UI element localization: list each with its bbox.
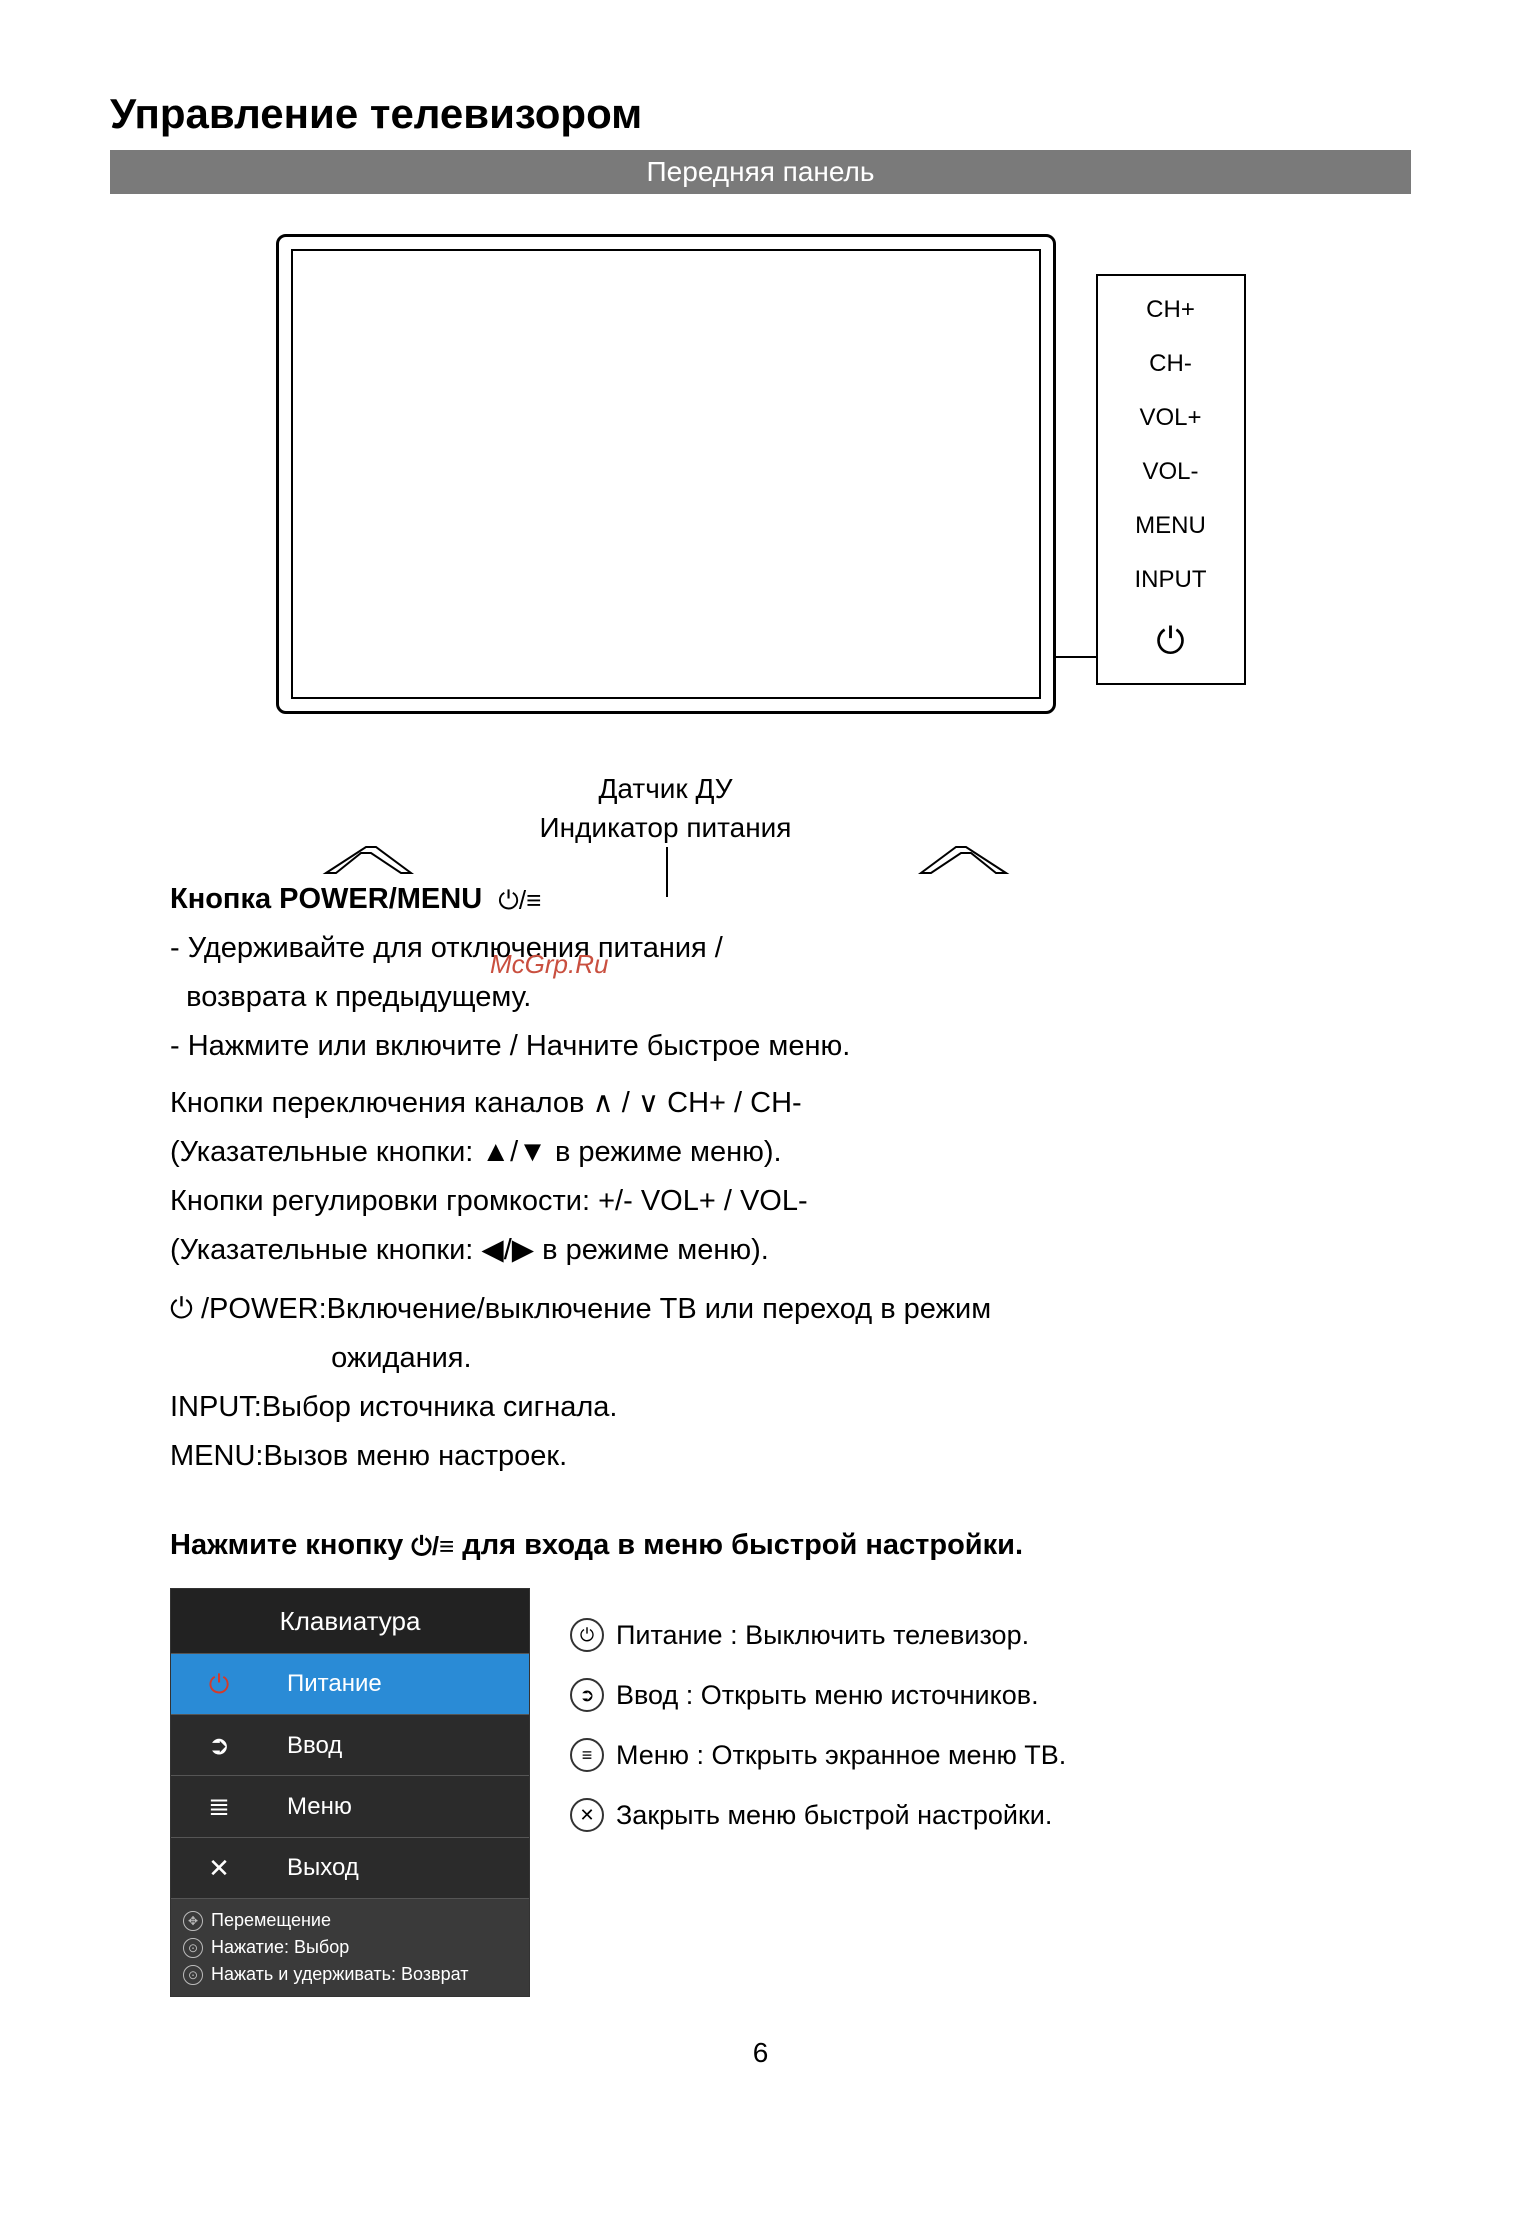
- ch-line-a: Кнопки переключения каналов ∧ / ∨: [170, 1087, 667, 1119]
- menu-icon: ≡: [570, 1738, 604, 1772]
- watermark: McGrp.Ru: [490, 944, 608, 984]
- vol-line-b: VOL+ / VOL-: [641, 1185, 808, 1217]
- input-desc: INPUT:Выбор источника сигнала.: [170, 1385, 1351, 1430]
- quick-menu-descriptions: ⏻ Питание : Выключить телевизор. ➲ Ввод …: [570, 1588, 1351, 1848]
- move-icon: ✥: [183, 1911, 203, 1931]
- side-btn-ch-minus: CH-: [1149, 350, 1192, 378]
- sensor-label-2: Индикатор питания: [276, 808, 1056, 847]
- power-desc-a: ⏻ /POWER:Включение/выключение ТВ или пер…: [170, 1287, 1351, 1332]
- quick-menu-label: Ввод: [277, 1727, 529, 1764]
- tv-side-panel: CH+ CH- VOL+ VOL- MENU INPUT ⏻: [1096, 274, 1246, 685]
- quick-heading-a: Нажмите кнопку: [170, 1529, 411, 1561]
- desc-text: Меню : Открыть экранное меню ТВ.: [616, 1728, 1066, 1782]
- side-btn-vol-minus: VOL-: [1142, 458, 1198, 486]
- quick-menu-header: Клавиатура: [171, 1589, 529, 1653]
- desc-text: Питание : Выключить телевизор.: [616, 1608, 1029, 1662]
- sensor-labels: Датчик ДУ Индикатор питания: [276, 769, 1056, 847]
- power-icon: ⏻: [1156, 620, 1184, 663]
- footer-text: Нажать и удерживать: Возврат: [211, 1961, 468, 1988]
- power-icon: ⏻: [570, 1618, 604, 1652]
- quick-menu-item-power: ⏻ Питание: [171, 1653, 529, 1714]
- tv-stand-right: [916, 845, 1016, 875]
- tv-diagram: Датчик ДУ Индикатор питания CH+ CH- VOL+…: [110, 234, 1411, 847]
- footer-text: Перемещение: [211, 1907, 331, 1934]
- quick-menu-item-exit: ✕ Выход: [171, 1837, 529, 1898]
- tv-screen: [291, 249, 1041, 699]
- quick-menu-row: Клавиатура ⏻ Питание ➲ Ввод ≣ Меню ✕ Вых…: [170, 1588, 1351, 1997]
- hold-icon: ⊙: [183, 1965, 203, 1985]
- ch-line-b: CH+ / CH-: [667, 1087, 802, 1119]
- vol-line-a: Кнопки регулировки громкости: +/-: [170, 1185, 641, 1217]
- press-icon: ⊙: [183, 1938, 203, 1958]
- quick-menu-label: Питание: [277, 1665, 529, 1702]
- power-menu-icon: ⏻/≡: [498, 886, 541, 916]
- power-desc-b: ожидания.: [170, 1336, 1351, 1381]
- input-icon: ➲: [201, 1725, 237, 1765]
- quick-menu-label: Выход: [277, 1849, 529, 1886]
- tv-bezel: [276, 234, 1056, 714]
- page-title: Управление телевизором: [110, 90, 1411, 138]
- quick-menu-footer: ✥ Перемещение ⊙ Нажатие: Выбор ⊙ Нажать и у…: [171, 1898, 529, 1996]
- close-icon: ✕: [201, 1848, 237, 1888]
- desc-text: Ввод : Открыть меню источников.: [616, 1668, 1039, 1722]
- tv-diagram-body: Датчик ДУ Индикатор питания: [276, 234, 1056, 847]
- side-btn-menu: MENU: [1135, 512, 1206, 540]
- page-number: 6: [110, 2037, 1411, 2069]
- footer-text: Нажатие: Выбор: [211, 1934, 349, 1961]
- side-panel-connector-line: [1056, 656, 1098, 658]
- sensor-label-1: Датчик ДУ: [276, 769, 1056, 808]
- side-btn-vol-plus: VOL+: [1139, 404, 1201, 432]
- quick-menu-label: Меню: [277, 1788, 529, 1825]
- power-menu-heading: Кнопка POWER/MENU: [170, 883, 482, 915]
- tv-stand-left: [316, 845, 416, 875]
- side-btn-ch-plus: CH+: [1146, 296, 1195, 324]
- quick-menu-screenshot: Клавиатура ⏻ Питание ➲ Ввод ≣ Меню ✕ Вых…: [170, 1588, 530, 1997]
- quick-heading-icon: ⏻/≡: [411, 1531, 454, 1561]
- close-icon: ✕: [570, 1798, 604, 1832]
- body-text: Кнопка POWER/MENU ⏻/≡ - Удерживайте для …: [170, 877, 1351, 1997]
- desc-text: Закрыть меню быстрой настройки.: [616, 1788, 1052, 1842]
- input-icon: ➲: [570, 1678, 604, 1712]
- vol-hint: (Указательные кнопки: ◀/▶ в режиме меню)…: [170, 1228, 1351, 1273]
- hold-prefix: - Удерживайте: [170, 932, 373, 964]
- quick-menu-item-input: ➲ Ввод: [171, 1714, 529, 1775]
- press-line: - Нажмите или включите / Начните быстрое…: [170, 1024, 1351, 1069]
- sensor-callout-line: [666, 847, 668, 897]
- menu-icon: ≣: [201, 1786, 237, 1826]
- section-bar: Передняя панель: [110, 150, 1411, 194]
- quick-menu-item-menu: ≣ Меню: [171, 1775, 529, 1836]
- power-icon: ⏻: [201, 1664, 237, 1704]
- ch-hint: (Указательные кнопки: ▲/▼ в режиме меню)…: [170, 1130, 1351, 1175]
- quick-heading-b: для входа в меню быстрой настройки.: [454, 1529, 1023, 1561]
- side-btn-input: INPUT: [1135, 566, 1207, 594]
- hold-line-2: возврата к предыдущему.: [170, 975, 1351, 1020]
- menu-desc: MENU:Вызов меню настроек.: [170, 1434, 1351, 1479]
